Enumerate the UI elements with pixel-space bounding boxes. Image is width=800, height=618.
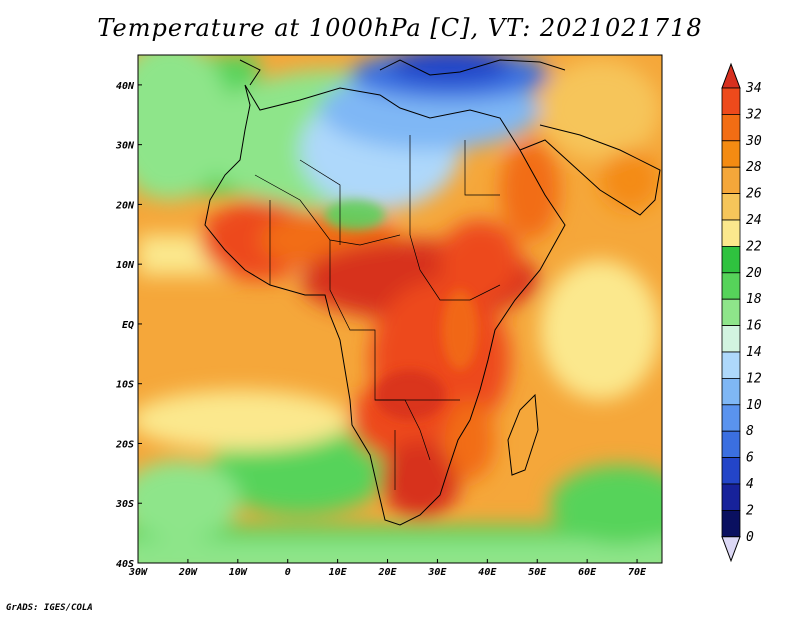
colorbar-bottom-arrow: [721, 536, 741, 563]
colorbar-label: 26: [746, 187, 762, 202]
x-tick-label: 70E: [628, 567, 647, 578]
colorbar-label: 4: [746, 477, 754, 492]
x-tick-label: 40E: [478, 567, 497, 578]
colorbar-segment: [721, 298, 741, 327]
colorbar-label: 6: [746, 451, 754, 466]
map-title: Temperature at 1000hPa [C], VT: 20210217…: [97, 14, 703, 42]
x-tick-label: 20E: [377, 567, 397, 578]
colorbar-label: 30: [745, 134, 762, 149]
colorbar-segment: [721, 483, 741, 511]
x-axis: 30W 20W 10W 0 10E 20E 30E 40E 50E 60E 70E: [128, 559, 647, 578]
software-credit: GrADS: IGES/COLA: [6, 603, 93, 613]
colorbar-label: 14: [746, 345, 762, 360]
x-tick-label: 50E: [528, 567, 547, 578]
x-tick-label: 0: [285, 567, 291, 578]
x-tick-label: 20W: [178, 567, 198, 578]
colorbar-label: 10: [746, 398, 762, 413]
x-tick-label: 10E: [329, 567, 348, 578]
colorbar-segment: [721, 87, 741, 115]
colorbar-segment: [721, 509, 741, 538]
colorbar-top-arrow: [721, 62, 741, 89]
colorbar-segment: [721, 457, 741, 485]
colorbar-segment: [721, 166, 741, 194]
colorbar-segment: [721, 351, 741, 379]
plot-frame: [137, 54, 663, 564]
colorbar-label: 2: [746, 503, 754, 518]
colorbar-label: 20: [746, 266, 762, 281]
y-tick-label: 20S: [115, 439, 134, 450]
y-tick-label: 40S: [116, 559, 134, 570]
colorbar-segment: [721, 219, 741, 247]
x-tick-label: 60E: [578, 567, 597, 578]
y-tick-label: 40N: [116, 81, 135, 92]
colorbar-label: 32: [745, 107, 762, 122]
y-axis: 40N 30N 20N 10N EQ 10S 20S 30S 40S: [115, 81, 142, 570]
colorbar-label: 22: [746, 239, 762, 254]
temperature-field: [138, 55, 662, 563]
y-tick-label: 30S: [115, 499, 134, 510]
country-borders: [254, 135, 501, 490]
colorbar-segment: [721, 430, 741, 459]
coastlines: [204, 59, 661, 526]
x-tick-label: 30E: [427, 567, 447, 578]
colorbar-segment: [721, 272, 741, 300]
y-tick-label: 10N: [116, 260, 135, 271]
colorbar-segment: [721, 193, 741, 221]
colorbar-segment: [721, 114, 741, 142]
x-tick-label: 10W: [229, 567, 248, 578]
y-tick-label: 10S: [116, 380, 134, 391]
y-tick-label: 30N: [115, 141, 135, 152]
colorbar-segment: [721, 404, 741, 432]
colorbar-label: 8: [746, 424, 754, 439]
colorbar-segment: [721, 325, 741, 353]
colorbar-label: 34: [745, 81, 762, 96]
colorbar-label: 0: [746, 530, 754, 545]
colorbar-label: 12: [746, 371, 762, 386]
x-tick-label: 30W: [128, 567, 148, 578]
colorbar-label: 16: [746, 319, 762, 334]
colorbar-label: 24: [746, 213, 762, 228]
colorbar-label: 28: [746, 160, 762, 175]
y-tick-label: 20N: [115, 200, 135, 211]
colorbar-label: 18: [746, 292, 762, 307]
colorbar-segment: [721, 377, 741, 406]
colorbar-segment: [721, 245, 741, 274]
y-tick-label: EQ: [122, 320, 134, 331]
colorbar-segment: [721, 140, 741, 168]
